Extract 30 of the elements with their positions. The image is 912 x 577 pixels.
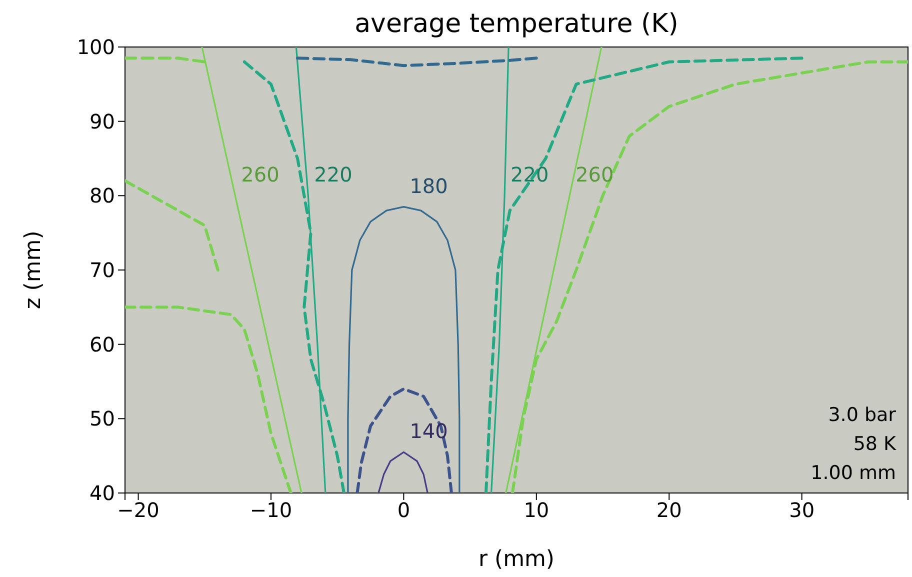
- line-series: [296, 56, 538, 68]
- y-tick-label: 60: [90, 332, 115, 356]
- line-series: [125, 306, 292, 493]
- x-tick-label: 30: [789, 498, 815, 522]
- x-tick-label: −20: [117, 498, 160, 522]
- x-tick-label: 10: [524, 498, 550, 522]
- line-series: [356, 387, 453, 493]
- y-tick-label: 80: [90, 184, 115, 208]
- y-tick-label: 70: [90, 258, 115, 282]
- series-label: 260: [241, 162, 280, 187]
- y-axis-title: z (mm): [21, 230, 46, 310]
- annotation: 1.00 mm: [810, 462, 896, 484]
- x-tick-label: 0: [397, 498, 410, 522]
- annotation: 58 K: [853, 433, 897, 455]
- series-label: 140: [410, 419, 448, 444]
- y-tick-label: 100: [76, 35, 115, 59]
- line-series: [347, 206, 460, 493]
- x-axis-title: r (mm): [478, 547, 555, 572]
- x-tick-label: −10: [250, 498, 292, 522]
- annotation: 3.0 bar: [828, 404, 896, 426]
- x-tick-label: 20: [656, 498, 682, 522]
- line-series: [125, 179, 220, 272]
- series-label: 180: [410, 174, 448, 198]
- y-tick-label: 90: [90, 109, 115, 134]
- y-tick-label: 40: [90, 481, 115, 505]
- line-series: [378, 451, 428, 493]
- chart-title: average temperature (K): [354, 9, 678, 39]
- y-tick-label: 50: [90, 406, 115, 431]
- series-label: 260: [576, 162, 614, 187]
- series-label: 220: [314, 162, 352, 187]
